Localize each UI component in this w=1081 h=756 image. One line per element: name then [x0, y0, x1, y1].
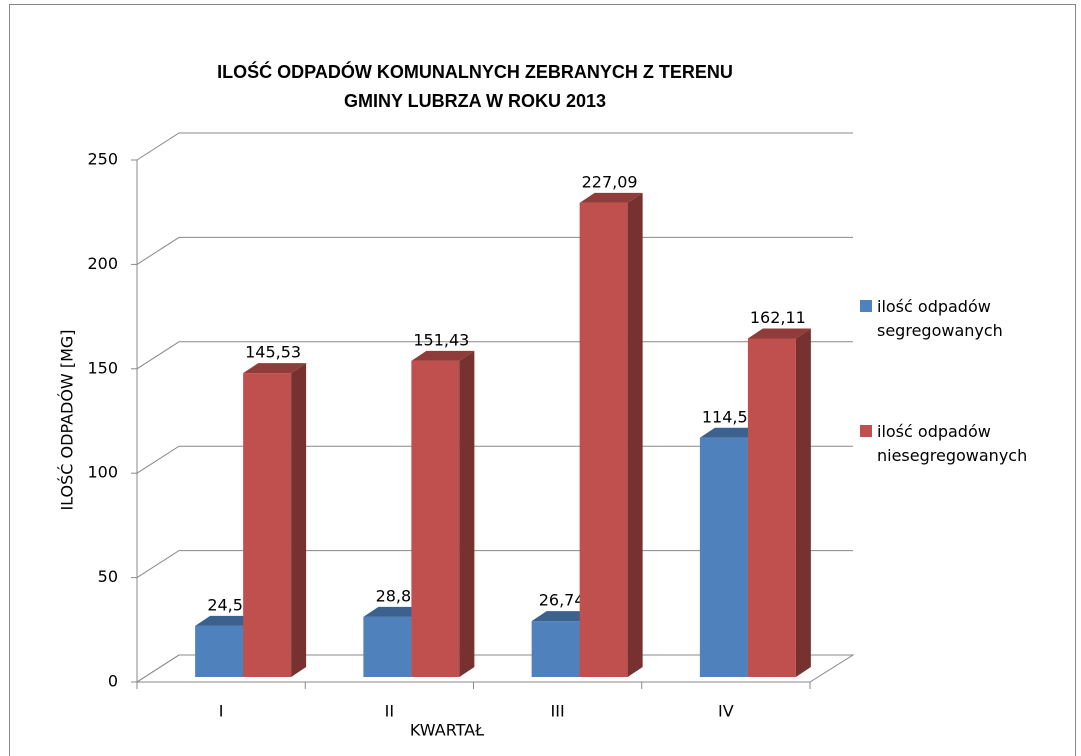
bar	[579, 192, 643, 678]
bar-top	[747, 328, 811, 339]
y-tick-label: 250	[87, 150, 118, 169]
y-axis-title: ILOŚĆ ODPADÓW [MG]	[58, 329, 77, 510]
y-tick-label: 200	[87, 254, 118, 273]
data-label: 24,5	[207, 595, 243, 614]
legend-label: ilość odpadów segregowanych	[877, 297, 1003, 340]
data-label: 227,09	[582, 172, 638, 191]
bar-top	[579, 192, 643, 203]
bar	[747, 328, 811, 677]
data-label: 114,58	[702, 407, 758, 426]
bar-top	[699, 427, 763, 438]
y-tick-label: 100	[87, 463, 118, 482]
bar-front	[579, 202, 628, 678]
bar-top	[411, 350, 475, 361]
grid-line	[136, 236, 853, 265]
bar-top	[363, 606, 427, 617]
data-label: 151,43	[413, 330, 469, 349]
data-label: 28,8	[376, 586, 412, 605]
bar-top	[531, 611, 595, 622]
x-tick-label: III	[551, 702, 565, 721]
x-tick-label: IV	[718, 702, 734, 721]
bar-top	[243, 363, 307, 374]
bar-side	[795, 328, 811, 677]
bar-front	[363, 616, 412, 677]
bar-side	[291, 363, 307, 677]
x-tick-label: I	[219, 702, 224, 721]
chart-border	[9, 4, 1076, 756]
legend-swatch	[860, 300, 872, 312]
bar	[411, 350, 475, 677]
bar-front	[747, 338, 796, 677]
bar-side	[459, 350, 475, 677]
y-tick-label: 50	[98, 567, 118, 586]
legend-label: ilość odpadów niesegregowanych	[877, 422, 1028, 465]
bar-front	[411, 360, 460, 677]
chart-title: ILOŚĆ ODPADÓW KOMUNALNYCH ZEBRANYCH Z TE…	[217, 62, 733, 111]
y-tick-label: 0	[108, 672, 118, 691]
x-axis-title: KWARTAŁ	[410, 721, 484, 740]
x-tick-label: II	[385, 702, 394, 721]
bar-side	[627, 192, 643, 678]
data-label: 145,53	[245, 343, 301, 362]
grid-line	[136, 132, 853, 161]
bar-top	[195, 615, 259, 626]
bar-front	[243, 373, 292, 677]
data-label: 26,74	[539, 591, 585, 610]
data-label: 162,11	[750, 308, 806, 327]
bar	[243, 363, 307, 677]
bar-front	[531, 621, 580, 677]
y-tick-label: 150	[87, 358, 118, 377]
legend-swatch	[860, 425, 872, 437]
bar-front	[195, 625, 244, 677]
bar-front	[699, 437, 748, 677]
